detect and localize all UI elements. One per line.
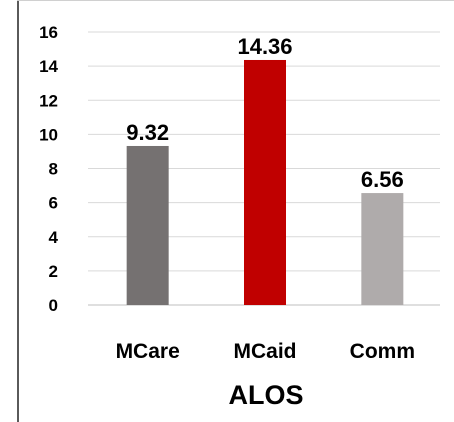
y-tick-label: 2 [49, 262, 58, 281]
y-tick-label: 10 [39, 125, 58, 144]
category-label-mcaid: MCaid [234, 340, 297, 363]
bar-comm [361, 193, 404, 305]
chart-border-left [17, 0, 19, 422]
y-tick-label: 14 [39, 57, 58, 76]
category-label-comm: Comm [350, 340, 415, 363]
y-tick-label: 0 [49, 296, 58, 315]
y-tick-label: 6 [49, 194, 58, 213]
y-tick-label: 4 [49, 228, 59, 247]
y-tick-label: 8 [49, 160, 58, 179]
data-label-mcaid: 14.36 [237, 34, 292, 59]
bar-mcaid [244, 59, 286, 305]
data-label-comm: 6.56 [361, 167, 404, 192]
bars [126, 59, 404, 305]
y-tick-label: 12 [39, 91, 58, 110]
y-tick-label: 16 [39, 23, 58, 42]
category-labels: MCare MCaid Comm [116, 340, 415, 363]
y-axis-ticks: 0 2 4 6 8 10 12 14 16 [39, 23, 58, 315]
x-axis-title: ALOS [228, 380, 303, 410]
bar-mcare [126, 145, 169, 305]
data-label-mcare: 9.32 [126, 120, 169, 145]
data-labels: 9.32 14.36 6.56 [126, 34, 403, 192]
category-label-mcare: MCare [116, 340, 180, 363]
chart-border-top [17, 0, 454, 1]
